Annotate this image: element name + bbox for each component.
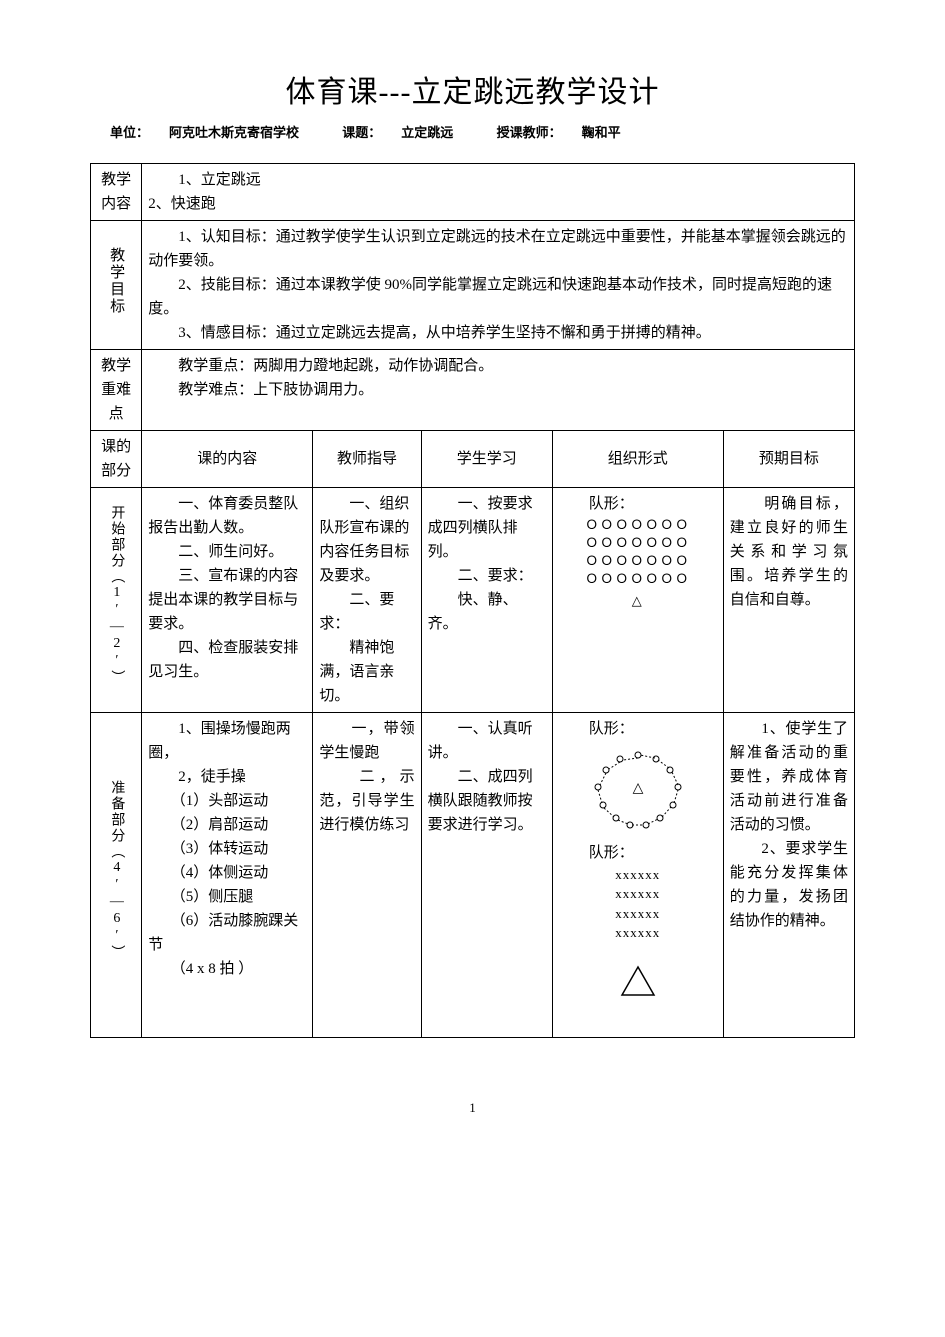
part-formation: 队形： ＯＯＯＯＯＯＯ ＯＯＯＯＯＯＯ ＯＯＯＯＯＯＯ ＯＯＯＯＯＯＯ △	[552, 487, 723, 712]
header-c6: 预期目标	[723, 430, 854, 487]
part-content: 一、体育委员整队报告出勤人数。 二、师生问好。 三、宣布课的内容提出本课的教学目…	[142, 487, 313, 712]
teacher-label: 授课教师：鞠和平	[497, 125, 641, 140]
label-cell: 教学内容	[91, 163, 142, 220]
page-number: 1	[90, 1098, 855, 1118]
row-part-prep: 准备部分（4′—6′） 1、围操场慢跑两圈， 2，徒手操 （1）头部运动 （2）…	[91, 712, 855, 1037]
row-part-start: 开始部分（1′—2′） 一、体育委员整队报告出勤人数。 二、师生问好。 三、宣布…	[91, 487, 855, 712]
header-c1: 课的部分	[91, 430, 142, 487]
page-title: 体育课---立定跳远教学设计	[90, 70, 855, 115]
part-content: 1、围操场慢跑两圈， 2，徒手操 （1）头部运动 （2）肩部运动 （3）体转运动…	[142, 712, 313, 1037]
row-teaching-content: 教学内容 1、立定跳远 2、快速跑	[91, 163, 855, 220]
label-cell: 教学重难点	[91, 349, 142, 430]
part-teacher: 一，带领学生慢跑 二，示范，引导学生进行模仿练习	[313, 712, 421, 1037]
header-c3: 教师指导	[313, 430, 421, 487]
header-c4: 学生学习	[421, 430, 552, 487]
part-goal: 1、使学生了解准备活动的重要性，养成体育活动前进行准备活动的习惯。 2、要求学生…	[723, 712, 854, 1037]
lesson-plan-table: 教学内容 1、立定跳远 2、快速跑 教学目标 1、认知目标：通过教学使学生认识到…	[90, 163, 855, 1038]
label-cell: 教学目标	[91, 220, 142, 349]
triangle-icon	[618, 963, 658, 999]
part-formation: 队形： △ 队形： xxxxxx xxxxxx xxxxxx xxxxxx	[552, 712, 723, 1037]
part-goal: 明确目标，建立良好的师生关系和学习氛围。培养学生的自信和自尊。	[723, 487, 854, 712]
part-label: 准备部分（4′—6′）	[91, 712, 142, 1037]
svg-text:△: △	[632, 781, 643, 796]
topic-label: 课题：立定跳远	[342, 125, 473, 140]
content-cell: 1、立定跳远 2、快速跑	[142, 163, 855, 220]
unit-label: 单位：阿克吐木斯克寄宿学校	[110, 125, 319, 140]
circle-formation-icon: △	[578, 745, 698, 835]
row-key-difficulty: 教学重难点 教学重点：两脚用力蹬地起跳，动作协调配合。 教学难点：上下肢协调用力…	[91, 349, 855, 430]
header-c2: 课的内容	[142, 430, 313, 487]
content-cell: 1、认知目标：通过教学使学生认识到立定跳远的技术在立定跳远中重要性，并能基本掌握…	[142, 220, 855, 349]
header-c5: 组织形式	[552, 430, 723, 487]
row-teaching-goal: 教学目标 1、认知目标：通过教学使学生认识到立定跳远的技术在立定跳远中重要性，并…	[91, 220, 855, 349]
part-student: 一、按要求成四列横队排列。 二、要求： 快、静、齐。	[421, 487, 552, 712]
part-student: 一、认真听讲。 二、成四列横队跟随教师按要求进行学习。	[421, 712, 552, 1037]
row-column-headers: 课的部分 课的内容 教师指导 学生学习 组织形式 预期目标	[91, 430, 855, 487]
part-label: 开始部分（1′—2′）	[91, 487, 142, 712]
subtitle-row: 单位：阿克吐木斯克寄宿学校 课题：立定跳远 授课教师：鞠和平	[90, 123, 855, 143]
content-cell: 教学重点：两脚用力蹬地起跳，动作协调配合。 教学难点：上下肢协调用力。	[142, 349, 855, 430]
part-teacher: 一、组织队形宣布课的内容任务目标及要求。 二、要求： 精神饱满，语言亲切。	[313, 487, 421, 712]
